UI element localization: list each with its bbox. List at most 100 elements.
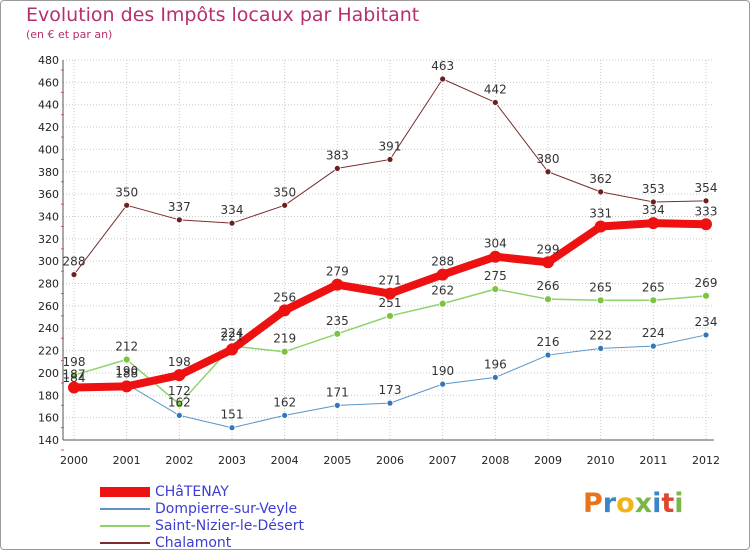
x-tick-label: 2001 (113, 454, 141, 467)
data-label: 334 (642, 203, 665, 217)
legend-label: Chalamont (155, 535, 232, 551)
data-label: 353 (642, 182, 665, 196)
data-label: 162 (168, 395, 191, 409)
data-point (228, 219, 236, 227)
data-label: 333 (695, 204, 718, 218)
data-label: 219 (273, 332, 296, 346)
y-tick-label: 160 (38, 412, 59, 425)
data-label: 354 (695, 181, 718, 195)
data-point (281, 201, 289, 209)
data-point (597, 188, 605, 196)
data-point (331, 278, 344, 291)
data-label: 216 (537, 335, 560, 349)
data-point (649, 198, 657, 206)
data-point (491, 99, 499, 106)
data-label: 198 (168, 355, 191, 369)
data-point (491, 374, 499, 381)
data-point (281, 412, 289, 419)
y-tick-label: 140 (38, 434, 59, 447)
y-tick-label: 360 (38, 188, 59, 201)
data-point (333, 165, 341, 172)
data-label: 383 (326, 148, 349, 162)
data-label: 350 (273, 185, 296, 199)
logo-letter: r (602, 488, 617, 519)
data-label: 173 (379, 383, 402, 397)
data-label: 362 (589, 172, 612, 186)
data-label: 171 (326, 385, 349, 399)
y-tick-label: 460 (38, 76, 59, 89)
data-label: 350 (115, 185, 138, 199)
y-tick-label: 220 (38, 345, 59, 358)
y-tick-label: 200 (38, 367, 59, 380)
data-point (702, 331, 710, 339)
y-tick-label: 180 (38, 389, 59, 402)
y-tick-label: 480 (38, 54, 59, 67)
y-tick-label: 440 (38, 99, 59, 112)
data-point (544, 295, 552, 304)
data-point (278, 304, 291, 317)
data-label: 271 (379, 274, 402, 288)
data-point (702, 291, 710, 300)
data-point (647, 217, 660, 230)
legend-swatch (100, 542, 150, 544)
data-label: 275 (484, 269, 507, 283)
x-tick-label: 2010 (587, 454, 615, 467)
data-label: 235 (326, 314, 349, 328)
data-point (439, 380, 447, 388)
data-point (386, 399, 394, 407)
data-point (173, 369, 186, 382)
data-point (489, 250, 502, 263)
x-tick-label: 2005 (323, 454, 351, 467)
x-tick-label: 2011 (639, 454, 667, 467)
logo-letter: P (583, 488, 603, 519)
data-label: 265 (589, 280, 612, 294)
data-label: 269 (695, 276, 718, 290)
logo-letter: i (652, 488, 662, 519)
data-point (438, 299, 447, 308)
data-label: 299 (537, 242, 560, 256)
data-label: 184 (63, 371, 86, 385)
y-tick-label: 300 (38, 255, 59, 268)
x-tick-label: 2009 (534, 454, 562, 467)
x-tick-label: 2004 (271, 454, 299, 467)
data-label: 234 (695, 315, 718, 329)
data-label: 221 (221, 329, 244, 343)
data-label: 279 (326, 265, 349, 279)
legend-label: Saint-Nizier-le-Désert (155, 518, 304, 534)
data-label: 391 (379, 139, 402, 153)
y-tick-label: 420 (38, 121, 59, 134)
data-point (491, 285, 500, 294)
data-label: 196 (484, 357, 507, 371)
data-label: 224 (642, 326, 665, 340)
data-label: 288 (63, 255, 86, 269)
x-tick-label: 2007 (429, 454, 457, 467)
data-point (70, 371, 78, 380)
data-point (386, 156, 394, 163)
data-label: 256 (273, 290, 296, 304)
chart-title: Evolution des Impôts locaux par Habitant (26, 4, 420, 26)
data-label: 288 (431, 255, 454, 269)
data-point (228, 424, 236, 432)
data-label: 262 (431, 284, 454, 298)
data-label: 222 (589, 328, 612, 342)
data-label: 198 (63, 355, 86, 369)
logo-letter: o (616, 488, 635, 519)
data-point (649, 296, 658, 305)
data-label: 304 (484, 237, 507, 251)
data-point (596, 296, 605, 305)
data-point (649, 342, 657, 350)
x-tick-label: 2008 (481, 454, 509, 467)
data-point (544, 168, 552, 176)
y-tick-label: 380 (38, 166, 59, 179)
data-point (333, 401, 341, 409)
data-point (70, 271, 78, 278)
y-tick-label: 320 (38, 233, 59, 246)
y-tick-label: 260 (38, 300, 59, 313)
data-point (436, 268, 449, 281)
data-label: 442 (484, 82, 507, 96)
chart-subtitle: (en € et par an) (26, 28, 113, 41)
data-point (594, 220, 607, 233)
data-point (439, 75, 447, 83)
data-point (226, 343, 238, 356)
